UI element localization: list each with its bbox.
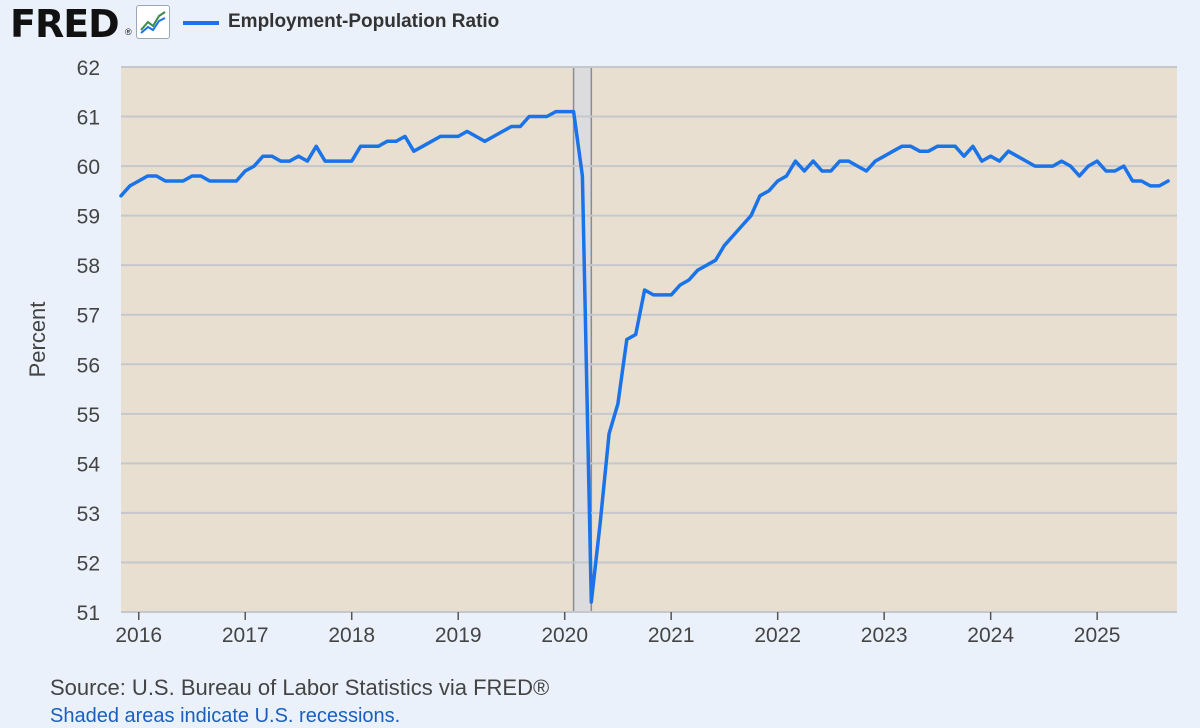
y-tick-label: 59 bbox=[77, 206, 100, 229]
y-axis-label: Percent bbox=[25, 302, 50, 378]
x-tick-label: 2019 bbox=[435, 624, 482, 647]
y-tick-label: 52 bbox=[77, 552, 100, 575]
series-layer bbox=[119, 109, 1170, 604]
y-tick-label: 62 bbox=[77, 57, 100, 80]
y-tick-label: 57 bbox=[77, 305, 100, 328]
x-tick-label: 2017 bbox=[222, 624, 269, 647]
fred-logo[interactable]: FRED bbox=[10, 2, 120, 46]
y-tick-label: 53 bbox=[77, 503, 100, 526]
line-chart-icon[interactable] bbox=[136, 5, 170, 39]
x-tick-label: 2024 bbox=[967, 624, 1014, 647]
legend-swatch bbox=[183, 21, 219, 25]
x-tick-label: 2016 bbox=[115, 624, 162, 647]
y-tick-label: 60 bbox=[77, 156, 100, 179]
legend-label[interactable]: Employment-Population Ratio bbox=[228, 11, 500, 32]
recessions-link[interactable]: Shaded areas indicate U.S. recessions. bbox=[50, 705, 401, 727]
y-tick-label: 61 bbox=[77, 107, 100, 130]
x-tick-label: 2022 bbox=[754, 624, 801, 647]
x-tick-label: 2023 bbox=[861, 624, 908, 647]
y-tick-label: 55 bbox=[77, 404, 100, 427]
y-tick-label: 51 bbox=[77, 602, 100, 625]
x-tick-label: 2020 bbox=[541, 624, 588, 647]
registered-mark: ® bbox=[125, 27, 132, 37]
x-tick-label: 2021 bbox=[648, 624, 695, 647]
x-tick-label: 2018 bbox=[328, 624, 375, 647]
y-tick-label: 58 bbox=[77, 255, 100, 278]
line-chart-icon-graphic bbox=[140, 11, 166, 34]
source-note: Source: U.S. Bureau of Labor Statistics … bbox=[50, 675, 550, 700]
x-tick-label: 2025 bbox=[1074, 624, 1121, 647]
y-tick-label: 54 bbox=[77, 453, 101, 476]
x-axis-tick-labels: 2016 2017 2018 2019 2020 2021 2022 2023 2024 2025 bbox=[115, 612, 1120, 647]
plot-area bbox=[121, 67, 1177, 612]
series-line bbox=[119, 109, 1170, 604]
y-tick-label: 56 bbox=[77, 354, 100, 377]
y-axis-tick-labels: 51 52 53 54 55 56 57 58 59 60 61 62 bbox=[77, 57, 101, 625]
chart-header: FRED ® Employment-Population Ratio bbox=[0, 0, 1200, 52]
recession-shading-layer bbox=[572, 67, 593, 612]
recession-band bbox=[573, 67, 592, 612]
grid-lines bbox=[121, 66, 1177, 613]
